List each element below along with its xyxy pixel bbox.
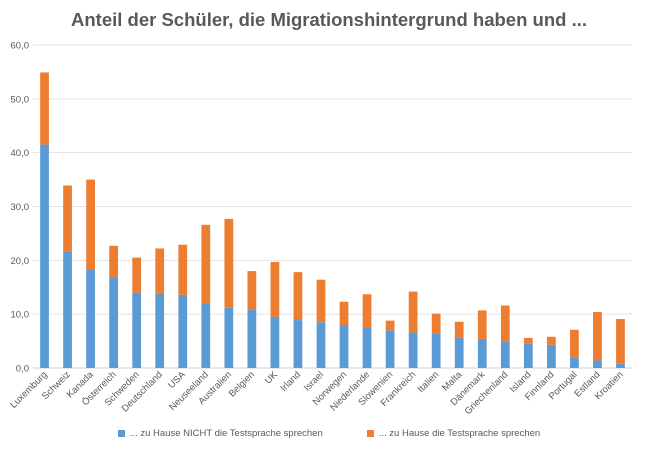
legend-label: ... zu Hause die Testsprache sprechen xyxy=(378,428,541,439)
bar-segment-2 xyxy=(316,279,326,323)
x-tick-label: Belgien xyxy=(227,369,257,399)
bar-segment-2 xyxy=(385,320,395,331)
x-tick-label: Italien xyxy=(416,369,442,395)
bar-segment-1 xyxy=(201,303,211,368)
bar-segment-1 xyxy=(132,292,142,368)
bar-segment-1 xyxy=(339,326,349,368)
y-tick-label: 40,0 xyxy=(11,148,30,159)
bar-segment-1 xyxy=(362,327,372,368)
bar-segment-1 xyxy=(431,333,441,368)
x-tick-label: Irland xyxy=(278,369,303,394)
bar-segment-2 xyxy=(178,244,188,295)
y-tick-label: 50,0 xyxy=(11,94,30,105)
bar-segment-2 xyxy=(293,272,303,321)
bar-segment-1 xyxy=(293,320,303,368)
bar-segment-2 xyxy=(247,271,257,310)
bar-segment-1 xyxy=(454,337,464,368)
y-tick-label: 20,0 xyxy=(11,256,30,267)
y-tick-label: 10,0 xyxy=(11,310,30,321)
bar-segment-1 xyxy=(546,344,556,368)
bar-segment-1 xyxy=(86,270,95,368)
bar-segment-2 xyxy=(339,301,349,327)
legend-item-series-1: ... zu Hause NICHT die Testsprache sprec… xyxy=(117,428,323,439)
y-tick-label: 60,0 xyxy=(11,41,30,52)
bar-segment-2 xyxy=(431,313,441,334)
legend-item-series-2: ... zu Hause die Testsprache sprechen xyxy=(366,428,541,439)
bar-segment-1 xyxy=(270,316,280,368)
bar-segment-2 xyxy=(593,312,602,361)
bar-segment-2 xyxy=(546,336,556,345)
bar-segment-2 xyxy=(201,224,211,304)
bar-segment-1 xyxy=(616,363,625,368)
bar-segment-2 xyxy=(523,337,533,344)
bar-segment-1 xyxy=(523,343,533,368)
chart-title: Anteil der Schüler, die Migrationshinter… xyxy=(71,9,587,30)
y-tick-label: 30,0 xyxy=(11,202,30,213)
bar-segment-2 xyxy=(616,319,625,364)
bar-segment-1 xyxy=(477,338,487,368)
bar-segment-2 xyxy=(477,310,487,339)
bar-segment-2 xyxy=(40,72,49,145)
legend-swatch xyxy=(117,430,125,437)
bar-segment-2 xyxy=(454,321,464,338)
y-tick-label: 0,0 xyxy=(16,364,29,375)
bar-segment-1 xyxy=(385,330,395,368)
bar-segment-2 xyxy=(63,185,72,252)
bar-segment-2 xyxy=(570,329,579,358)
bar-segment-1 xyxy=(63,251,72,368)
bar-segment-1 xyxy=(40,144,49,368)
legend-swatch xyxy=(366,430,374,437)
bar-segment-1 xyxy=(109,277,119,368)
bar-segment-2 xyxy=(500,305,510,342)
bar-segment-1 xyxy=(316,322,326,368)
bar-segment-1 xyxy=(178,294,188,368)
bar-segment-2 xyxy=(408,291,418,333)
x-tick-label: UK xyxy=(263,369,281,387)
bar-segment-2 xyxy=(109,245,119,278)
bar-segment-1 xyxy=(593,360,602,368)
bar-segment-2 xyxy=(224,218,234,308)
bar-segment-2 xyxy=(270,261,280,317)
bar-segment-1 xyxy=(500,341,510,368)
bar-segment-1 xyxy=(155,293,165,368)
bar-segment-1 xyxy=(247,309,257,368)
bar-segment-2 xyxy=(362,294,372,328)
bar-segment-2 xyxy=(155,248,165,294)
legend-label: ... zu Hause NICHT die Testsprache sprec… xyxy=(129,428,323,439)
bar-segment-1 xyxy=(408,332,418,368)
bar-segment-1 xyxy=(570,357,579,368)
bar-segment-2 xyxy=(132,257,142,293)
bar-segment-1 xyxy=(224,307,234,368)
legend: ... zu Hause NICHT die Testsprache sprec… xyxy=(0,428,658,439)
bar-segment-2 xyxy=(86,179,95,271)
